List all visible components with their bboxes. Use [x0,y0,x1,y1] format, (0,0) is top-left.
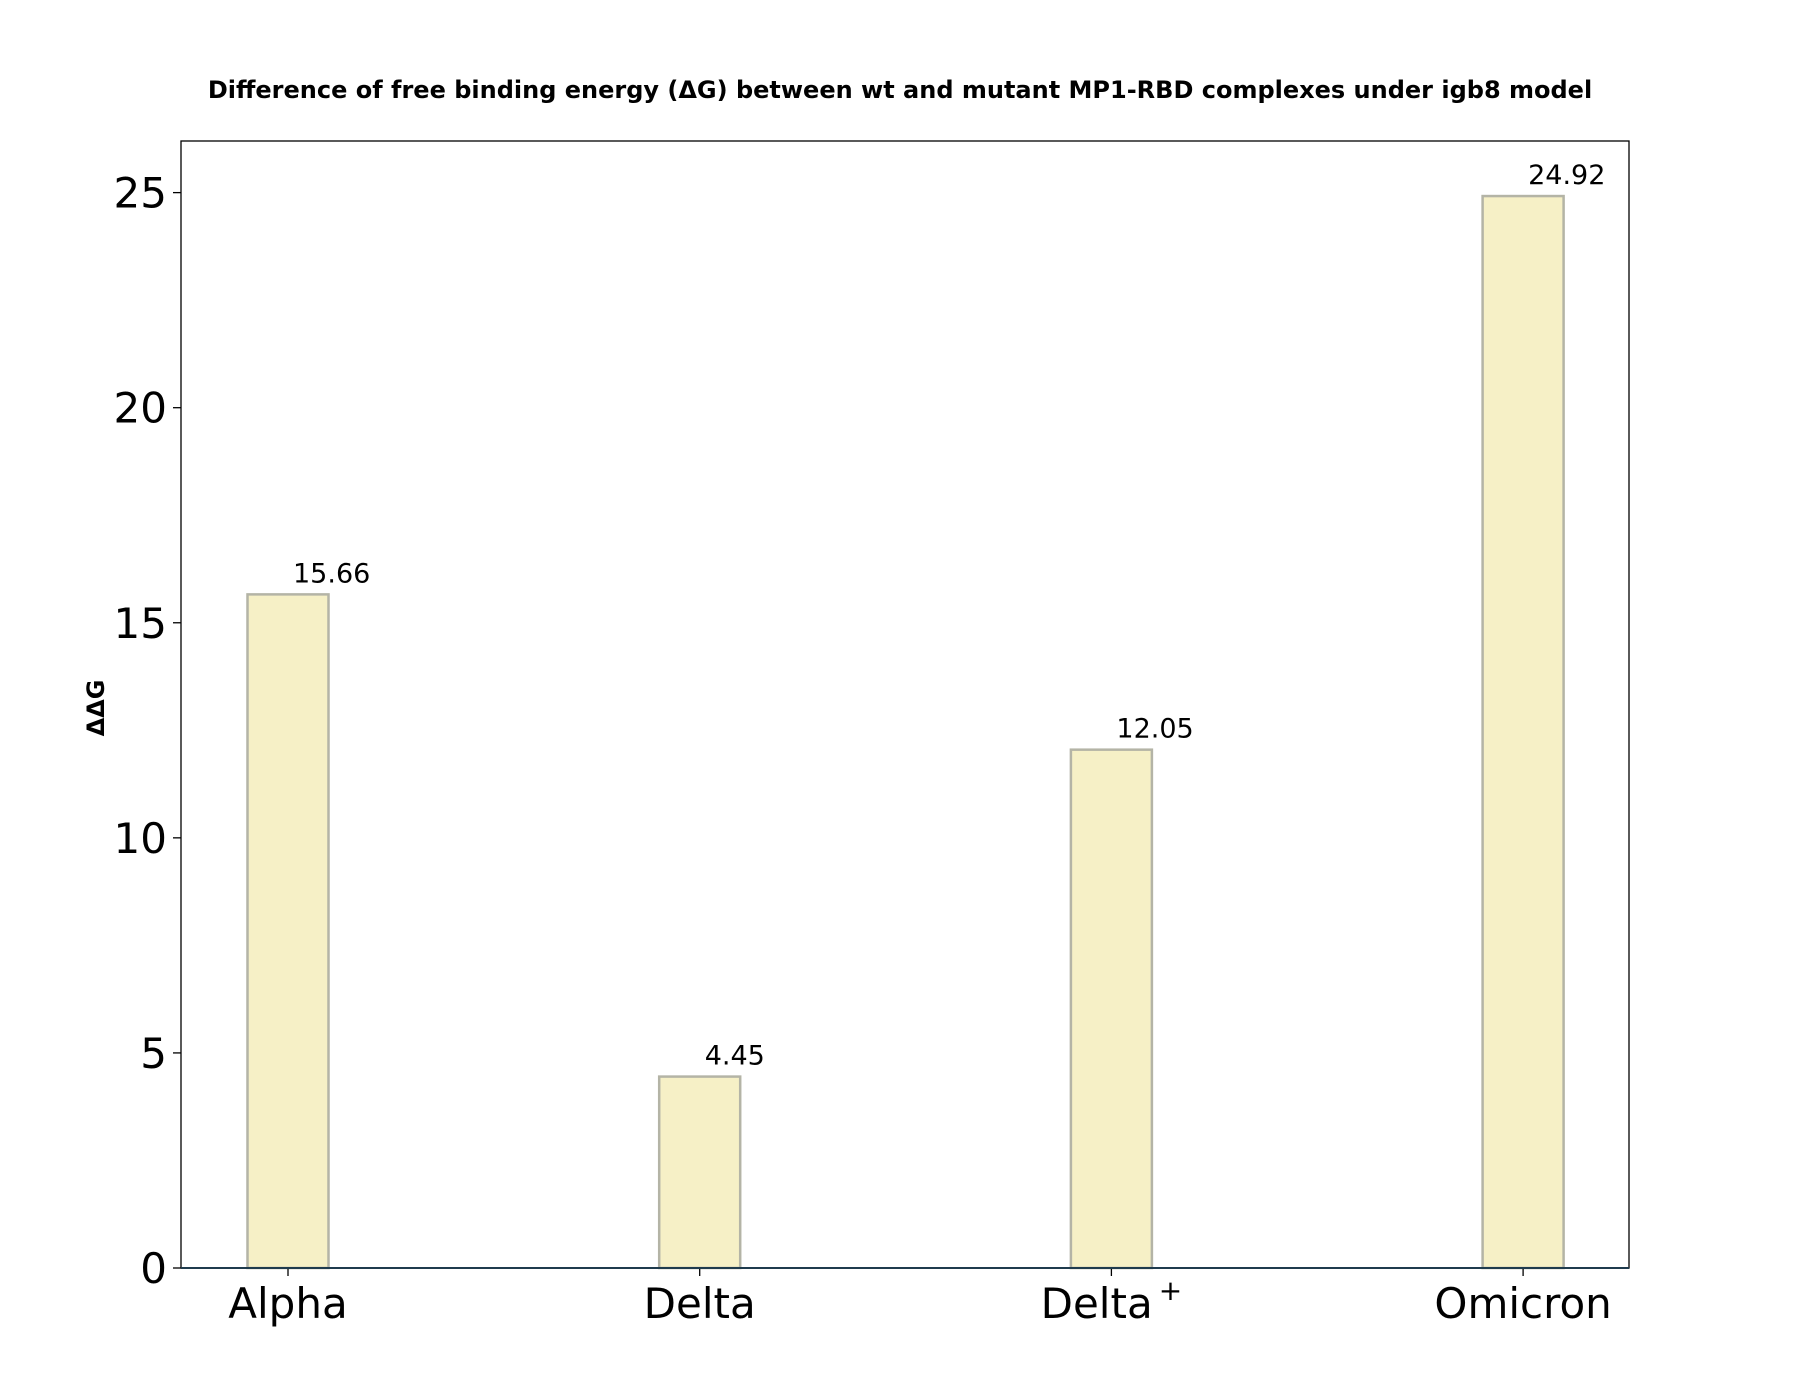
chart-title: Difference of free binding energy (ΔG) b… [208,76,1592,104]
plot-area: 0 5 10 15 20 25 15.66 Alpha 4.45 Delta 12.05 Delta +… [114,141,1629,1328]
y-axis-label: ΔΔG [82,680,110,737]
bar-value-label: 12.05 [1116,714,1193,745]
bar-value-label: 15.66 [293,558,370,589]
x-tick-label: Delta [644,1279,756,1328]
bar-alpha [248,594,329,1268]
y-tick-label: 15 [114,599,167,648]
y-tick-label: 0 [140,1244,167,1293]
y-tick-label: 5 [140,1029,167,1078]
bar-delta-plus [1071,750,1152,1268]
bar-value-label: 4.45 [705,1041,765,1072]
plot-frame [181,141,1629,1268]
bar-delta [659,1077,740,1268]
x-tick-label: Alpha [228,1279,347,1328]
y-tick-label: 10 [114,814,167,863]
x-tick-label: Delta + [1041,1274,1183,1328]
bar-omicron [1483,196,1564,1268]
x-tick-label: Omicron [1434,1279,1611,1328]
bar-value-label: 24.92 [1528,160,1605,191]
y-tick-label: 25 [114,169,167,218]
y-tick-label: 20 [114,384,167,433]
